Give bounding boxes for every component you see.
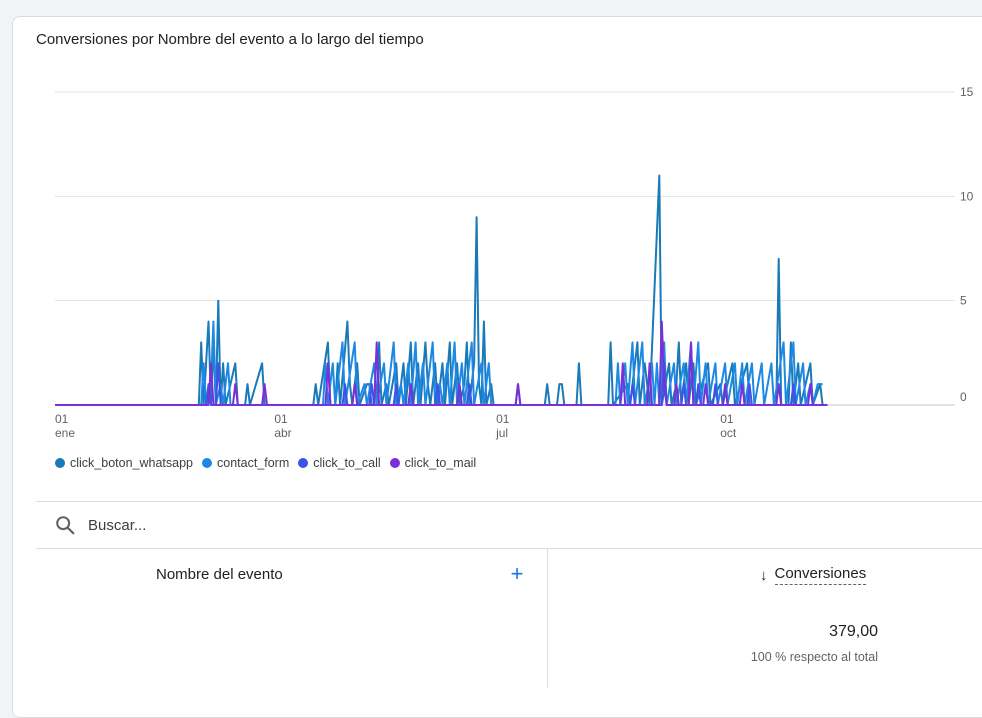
legend-dot-icon xyxy=(298,458,309,468)
legend-label: contact_form xyxy=(217,456,290,470)
card-title: Conversiones por Nombre del evento a lo … xyxy=(36,31,424,48)
y-tick-label: 5 xyxy=(960,294,967,308)
x-tick-month: abr xyxy=(274,426,291,440)
legend-label: click_boton_whatsapp xyxy=(70,456,193,470)
dimension-header[interactable]: Nombre del evento xyxy=(156,566,283,583)
divider-top xyxy=(36,501,982,502)
search-box[interactable]: Buscar... xyxy=(54,514,146,536)
search-icon xyxy=(56,516,75,535)
y-tick-label: 0 xyxy=(960,390,967,404)
x-tick-day: 01 xyxy=(496,412,510,426)
legend-item[interactable]: click_to_call xyxy=(298,456,381,470)
legend-label: click_to_mail xyxy=(404,456,477,470)
search-input[interactable]: Buscar... xyxy=(88,516,147,534)
total-percent: 100 % respecto al total xyxy=(750,650,878,664)
legend-label: click_to_call xyxy=(313,456,381,470)
legend-dot-icon xyxy=(55,458,65,468)
chart-card xyxy=(12,16,982,718)
x-tick-month: jul xyxy=(495,426,508,440)
divider-header xyxy=(36,548,982,549)
sort-down-arrow-icon: ↓ xyxy=(760,566,768,584)
column-divider xyxy=(547,549,548,688)
legend-item[interactable]: click_boton_whatsapp xyxy=(55,456,193,470)
x-tick-month: oct xyxy=(720,426,737,440)
add-dimension-button[interactable]: + xyxy=(510,561,524,586)
legend-dot-icon xyxy=(389,458,400,468)
metric-header-label[interactable]: Conversiones xyxy=(774,565,867,585)
chart-legend: click_boton_whatsapp contact_form click_to… xyxy=(55,456,485,470)
x-tick-day: 01 xyxy=(55,412,69,426)
metric-header[interactable]: ↓ Conversiones xyxy=(760,565,867,585)
legend-dot-icon xyxy=(202,458,212,468)
x-tick-day: 01 xyxy=(720,412,734,426)
x-tick-month: ene xyxy=(55,426,75,440)
x-tick-day: 01 xyxy=(274,412,288,426)
series-line-click-to-mail xyxy=(55,320,828,406)
legend-item[interactable]: click_to_mail xyxy=(389,456,477,470)
y-tick-label: 15 xyxy=(960,85,974,99)
total-value: 379,00 xyxy=(829,623,878,640)
y-tick-label: 10 xyxy=(960,189,974,203)
series-line-click-boton-whatsapp xyxy=(55,174,828,406)
legend-item[interactable]: contact_form xyxy=(202,456,289,470)
